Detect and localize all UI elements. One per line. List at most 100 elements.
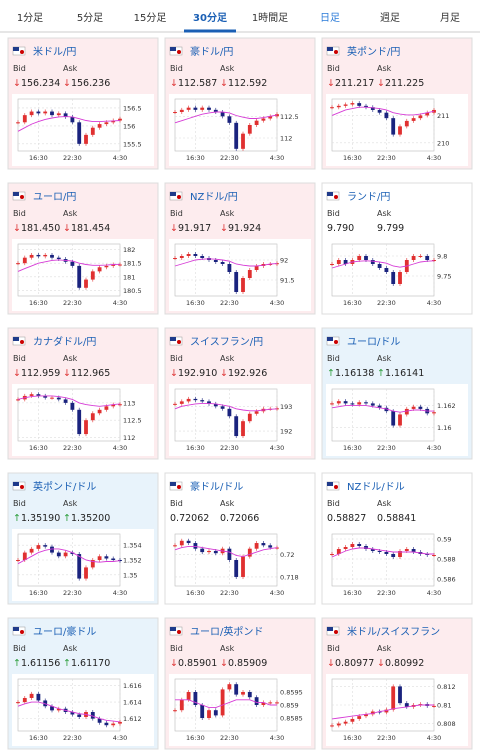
tab[interactable]: 1時間足 <box>252 12 288 24</box>
pair-name[interactable]: ユーロ/英ポンド <box>190 625 263 638</box>
chart-box <box>169 384 311 456</box>
candle <box>254 697 259 705</box>
ask-label: Ask <box>377 644 392 653</box>
candle <box>411 549 416 552</box>
tab[interactable]: 月足 <box>440 12 460 24</box>
candle <box>411 118 416 121</box>
price-bid: ↓0.80977 <box>327 658 374 669</box>
candle <box>227 684 232 690</box>
arrow: ↓ <box>170 78 178 89</box>
x-tick-label: 4:30 <box>270 444 285 452</box>
candle <box>186 398 191 402</box>
y-tick-label: 0.81 <box>437 702 451 710</box>
x-tick-label: 22:30 <box>63 734 82 742</box>
x-tick-label: 16:30 <box>29 154 48 162</box>
pair-name[interactable]: 英ポンド/ドル <box>33 480 96 493</box>
tab[interactable]: 15分足 <box>134 12 167 24</box>
candle <box>179 256 184 258</box>
price-value: 181.454 <box>71 223 110 234</box>
price-value: 192.926 <box>228 368 267 379</box>
arrow: ↓ <box>13 368 21 379</box>
tab[interactable]: 1分足 <box>17 12 43 24</box>
candle <box>241 133 245 149</box>
price-ask: 0.58841 <box>377 513 416 524</box>
candle <box>404 703 409 707</box>
candle <box>29 111 34 116</box>
y-tick-label: 0.59 <box>437 536 451 544</box>
candle <box>241 421 245 437</box>
pair-name[interactable]: 豪ドル/ドル <box>190 480 243 493</box>
candle <box>370 549 375 551</box>
tab[interactable]: 5分足 <box>77 12 103 24</box>
bid-label: Bid <box>327 499 340 508</box>
tab[interactable]: 日足 <box>320 12 340 24</box>
candle <box>213 403 218 407</box>
candle <box>50 111 54 116</box>
y-tick-label: 9.75 <box>437 273 451 281</box>
candle <box>77 714 82 717</box>
pair-name[interactable]: 英ポンド/円 <box>347 45 400 58</box>
tab[interactable]: 30分足 <box>193 11 228 24</box>
pair-name[interactable]: 豪ドル/円 <box>190 45 233 58</box>
candle <box>56 552 61 557</box>
price-bid: ↑1.35190 <box>13 513 60 524</box>
candle <box>97 556 102 560</box>
y-tick-label: 1.354 <box>123 542 142 550</box>
bid-label: Bid <box>13 209 26 218</box>
y-tick-label: 0.859 <box>280 702 299 710</box>
pair-name[interactable]: ユーロ/ドル <box>347 337 400 348</box>
y-tick-label: 193 <box>280 403 292 411</box>
pair-name[interactable]: 米ドル/円 <box>33 45 76 58</box>
candle <box>43 254 48 257</box>
price-ask: ↑1.35200 <box>63 513 110 524</box>
candle <box>50 546 54 553</box>
price-bid: ↓0.85901 <box>170 658 217 669</box>
moving-average <box>17 259 121 272</box>
candle <box>234 560 239 577</box>
pair-name[interactable]: NZドル/ドル <box>347 482 405 493</box>
pair-name[interactable]: ランド/円 <box>347 191 390 203</box>
price-value: 0.72066 <box>220 513 259 524</box>
candle <box>364 256 368 260</box>
price-value: 0.58841 <box>377 513 416 524</box>
bid-label: Bid <box>13 64 26 73</box>
candle <box>97 124 102 128</box>
candle <box>398 414 402 426</box>
candle <box>207 107 211 110</box>
candle <box>56 257 61 260</box>
ask-label: Ask <box>63 209 78 218</box>
candle <box>104 556 109 559</box>
price-value: 91.917 <box>178 223 211 234</box>
candle <box>254 266 259 270</box>
candle <box>186 107 191 110</box>
pair-name[interactable]: 米ドル/スイスフラン <box>347 625 440 638</box>
candle <box>213 260 218 262</box>
candle <box>16 122 20 124</box>
x-tick-label: 4:30 <box>270 299 285 307</box>
candle <box>29 548 34 553</box>
x-tick-label: 22:30 <box>63 589 82 597</box>
candle <box>70 261 75 266</box>
tab[interactable]: 週足 <box>380 12 400 24</box>
pair-name[interactable]: スイスフラン/円 <box>190 336 263 348</box>
flag-part <box>327 47 333 51</box>
arrow: ↑ <box>327 368 335 379</box>
y-tick-label: 0.812 <box>437 683 456 691</box>
candle <box>43 111 48 114</box>
pair-name[interactable]: NZドル/円 <box>190 192 238 203</box>
price-value: 156.236 <box>71 78 110 89</box>
candle <box>193 692 198 705</box>
arrow: ↓ <box>170 223 178 234</box>
candle <box>50 397 54 399</box>
candle <box>193 254 198 256</box>
candle <box>104 122 109 125</box>
candle <box>220 262 225 264</box>
candle <box>70 402 75 410</box>
y-tick-label: 112.5 <box>123 417 142 425</box>
pair-name[interactable]: ユーロ/円 <box>33 192 76 203</box>
pair-name[interactable]: ユーロ/豪ドル <box>33 625 96 638</box>
candle <box>213 109 218 112</box>
candle <box>330 725 334 727</box>
price-value: 9.799 <box>377 223 404 234</box>
pair-name[interactable]: カナダドル/円 <box>33 335 96 348</box>
